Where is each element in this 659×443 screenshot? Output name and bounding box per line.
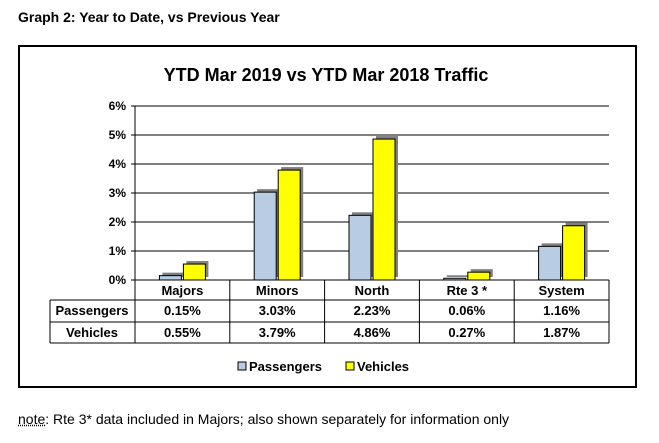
y-tick-label: 2% bbox=[109, 215, 127, 229]
data-label: 3.79% bbox=[259, 325, 296, 340]
bar-passengers bbox=[158, 275, 182, 281]
data-label: 0.55% bbox=[164, 325, 201, 340]
data-label: 2.23% bbox=[354, 303, 391, 318]
table-row-label: Vehicles bbox=[66, 325, 118, 340]
y-tick-label: 5% bbox=[109, 128, 127, 142]
note-text: : Rte 3* data included in Majors; also s… bbox=[45, 411, 510, 427]
bar-shadow bbox=[162, 272, 185, 277]
data-label: 4.86% bbox=[354, 325, 391, 340]
data-label: 0.27% bbox=[448, 325, 485, 340]
data-label: 0.06% bbox=[448, 303, 485, 318]
legend-label: Vehicles bbox=[357, 359, 409, 374]
chart-frame: YTD Mar 2019 vs YTD Mar 2018 Traffic 0% 1… bbox=[18, 45, 637, 388]
bar-vehicles bbox=[467, 271, 491, 281]
chart: YTD Mar 2019 vs YTD Mar 2018 Traffic 0% 1… bbox=[49, 65, 610, 374]
y-tick-label: 6% bbox=[109, 99, 127, 113]
bar-vehicles bbox=[277, 169, 301, 281]
chart-title: YTD Mar 2019 vs YTD Mar 2018 Traffic bbox=[164, 65, 489, 85]
data-label: 1.16% bbox=[543, 303, 580, 318]
data-label: 0.15% bbox=[164, 303, 201, 318]
bar-passengers bbox=[443, 277, 467, 281]
bar-passengers bbox=[253, 191, 277, 281]
bar-shadow bbox=[446, 275, 469, 277]
y-tick-label: 4% bbox=[109, 157, 127, 171]
category-label: System bbox=[538, 283, 584, 298]
y-tick-label: 1% bbox=[109, 244, 127, 258]
bar-vehicles bbox=[562, 225, 586, 281]
legend-label: Passengers bbox=[249, 359, 322, 374]
y-tick-label: 3% bbox=[109, 186, 127, 200]
footnote: note: Rte 3* data included in Majors; al… bbox=[18, 411, 509, 427]
category-label: North bbox=[355, 283, 390, 298]
bar-passengers bbox=[348, 214, 372, 281]
category-label: Rte 3 * bbox=[447, 283, 488, 298]
bar-vehicles bbox=[372, 138, 396, 281]
note-label: note bbox=[18, 411, 46, 427]
data-label: 3.03% bbox=[259, 303, 296, 318]
legend-swatch-passengers bbox=[237, 361, 247, 371]
bar-vehicles bbox=[182, 263, 206, 281]
category-label: Minors bbox=[256, 283, 299, 298]
table-row-label: Passengers bbox=[56, 303, 129, 318]
graph-heading: Graph 2: Year to Date, vs Previous Year bbox=[18, 9, 280, 25]
category-label: Majors bbox=[161, 283, 203, 298]
bar-passengers bbox=[538, 245, 562, 281]
y-tick-label: 0% bbox=[109, 273, 127, 287]
data-label: 1.87% bbox=[543, 325, 580, 340]
legend-swatch-vehicles bbox=[345, 361, 355, 371]
